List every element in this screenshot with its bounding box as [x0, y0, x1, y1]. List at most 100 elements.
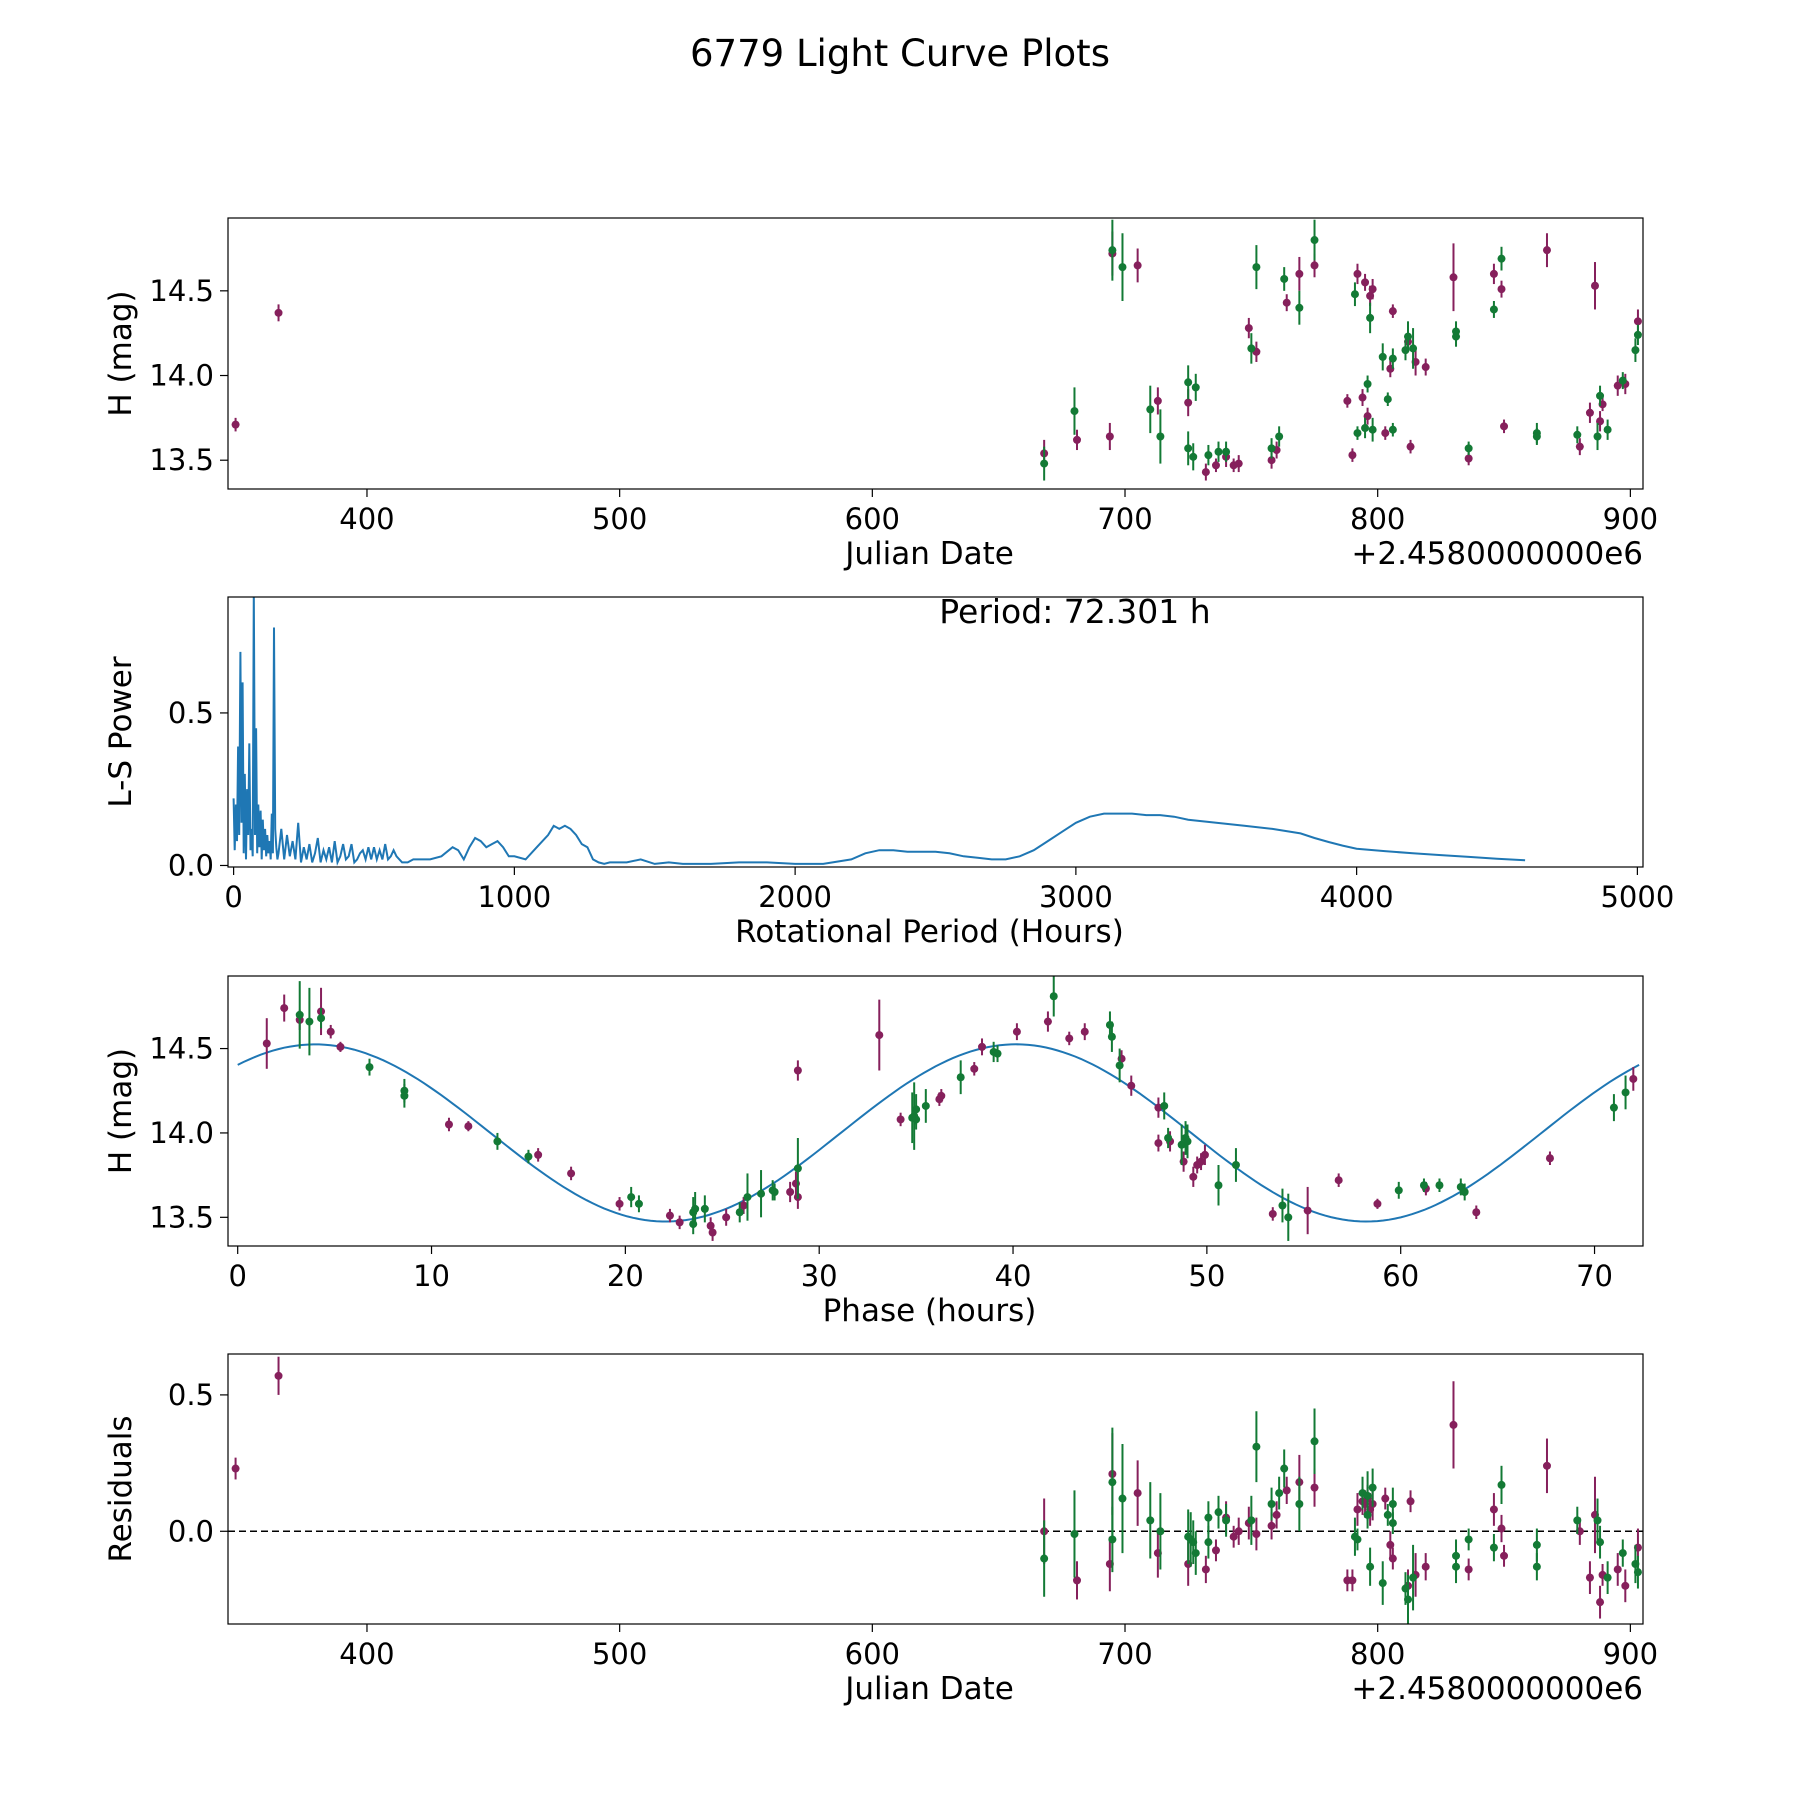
residuals-y-axis-label: Residuals: [103, 1415, 139, 1562]
purple-data-point: [1267, 1521, 1276, 1530]
purple-data-point: [1334, 1176, 1343, 1185]
x-tick-label: 40: [995, 1259, 1032, 1293]
green-data-point: [1460, 1188, 1469, 1196]
green-data-point: [1404, 332, 1413, 341]
green-data-point: [1618, 1549, 1627, 1558]
purple-data-point: [1201, 1565, 1210, 1574]
periodogram-data-layer: [232, 597, 1526, 866]
green-data-point: [1532, 1540, 1541, 1549]
green-data-point: [1267, 1500, 1276, 1508]
purple-data-point: [1234, 459, 1243, 468]
purple-data-point: [1489, 269, 1498, 278]
purple-data-point: [1542, 246, 1551, 255]
y-tick-label: 13.5: [149, 1200, 214, 1234]
x-tick-label: 900: [1603, 1637, 1658, 1671]
green-data-point: [1310, 1437, 1319, 1446]
x-tick-label: 700: [1097, 502, 1152, 536]
x-tick-label: 1000: [477, 880, 551, 914]
lightcurve-data-layer: [231, 219, 1642, 481]
x-tick-label: 4000: [1320, 880, 1394, 914]
purple-data-point: [1545, 1154, 1554, 1163]
green-data-point: [1464, 444, 1473, 453]
purple-data-point: [1406, 442, 1415, 451]
purple-data-point: [1629, 1074, 1638, 1083]
purple-data-point: [1500, 1551, 1509, 1560]
green-data-point: [691, 1204, 700, 1213]
green-data-point: [493, 1137, 502, 1146]
purple-data-point: [1272, 1510, 1281, 1519]
purple-data-point: [1373, 1199, 1382, 1208]
y-tick-label: 14.5: [149, 274, 214, 308]
green-data-point: [1596, 1538, 1605, 1547]
purple-data-point: [675, 1218, 684, 1227]
green-data-point: [1040, 459, 1049, 468]
green-data-point: [317, 1014, 326, 1023]
green-data-point: [1280, 1464, 1289, 1473]
green-data-point: [400, 1091, 409, 1100]
green-data-point: [700, 1204, 709, 1213]
green-data-point: [1618, 376, 1627, 385]
residuals-x-axis-label: Julian Date: [843, 1671, 1014, 1707]
purple-data-point: [665, 1211, 674, 1220]
green-data-point: [1497, 1480, 1506, 1489]
green-data-point: [1593, 432, 1602, 441]
purple-data-point: [1449, 1420, 1458, 1429]
green-data-point: [1295, 303, 1304, 312]
purple-data-point: [1381, 429, 1390, 438]
purple-data-point: [970, 1064, 979, 1073]
purple-data-point: [1303, 1206, 1312, 1215]
x-tick-label: 800: [1350, 502, 1405, 536]
green-data-point: [1184, 444, 1193, 453]
green-data-point: [524, 1152, 533, 1161]
green-data-point: [1267, 444, 1276, 453]
green-data-point: [1489, 1543, 1498, 1552]
lightcurve-y-axis-label: H (mag): [103, 290, 139, 416]
x-tick-label: 500: [592, 1637, 647, 1671]
purple-data-point: [978, 1042, 987, 1051]
purple-data-point: [1421, 1562, 1430, 1571]
green-data-point: [1366, 1562, 1375, 1571]
green-data-point: [1378, 352, 1387, 361]
y-tick-label: 0.0: [168, 1514, 214, 1548]
purple-data-point: [937, 1091, 946, 1100]
purple-data-point: [1234, 1527, 1243, 1536]
green-data-point: [1156, 432, 1165, 441]
green-data-point: [921, 1101, 930, 1110]
green-data-point: [1573, 1516, 1582, 1525]
green-data-point: [1596, 391, 1605, 400]
purple-data-point: [464, 1122, 473, 1131]
green-data-point: [1275, 1489, 1284, 1498]
green-data-point: [1108, 246, 1117, 255]
y-tick-label: 0.5: [168, 1378, 214, 1412]
periodogram-axes-frame: [227, 596, 1644, 868]
green-data-point: [1146, 1516, 1155, 1525]
green-data-point: [1631, 346, 1640, 355]
green-data-point: [1452, 332, 1461, 341]
y-tick-label: 14.0: [149, 359, 214, 393]
green-data-point: [1353, 429, 1362, 438]
green-data-point: [1383, 395, 1392, 404]
purple-data-point: [1542, 1461, 1551, 1470]
x-tick-label: 60: [1382, 1259, 1419, 1293]
green-data-point: [1350, 290, 1359, 299]
green-data-point: [1388, 1519, 1397, 1528]
green-data-point: [1366, 313, 1375, 322]
purple-data-point: [1575, 442, 1584, 451]
purple-data-point: [1361, 278, 1370, 287]
purple-data-point: [1184, 398, 1193, 407]
green-data-point: [770, 1188, 779, 1196]
purple-data-point: [1268, 1209, 1277, 1218]
green-data-point: [1378, 1579, 1387, 1588]
purple-data-point: [1497, 1524, 1506, 1533]
green-data-point: [1108, 1478, 1117, 1487]
y-tick-label: 14.5: [149, 1032, 214, 1066]
green-data-point: [1609, 1103, 1618, 1112]
purple-data-point: [1633, 317, 1642, 326]
purple-data-point: [1105, 432, 1114, 441]
figure-title: 6779 Light Curve Plots: [690, 32, 1110, 75]
periodogram-x-axis-label: Rotational Period (Hours): [735, 914, 1124, 950]
y-tick-label: 0.0: [168, 848, 214, 882]
residuals-panel: 400 500 600 700 800 900 0.0 0.5 Julian Date Resid…: [103, 1353, 1658, 1707]
purple-data-point: [1065, 1034, 1074, 1043]
